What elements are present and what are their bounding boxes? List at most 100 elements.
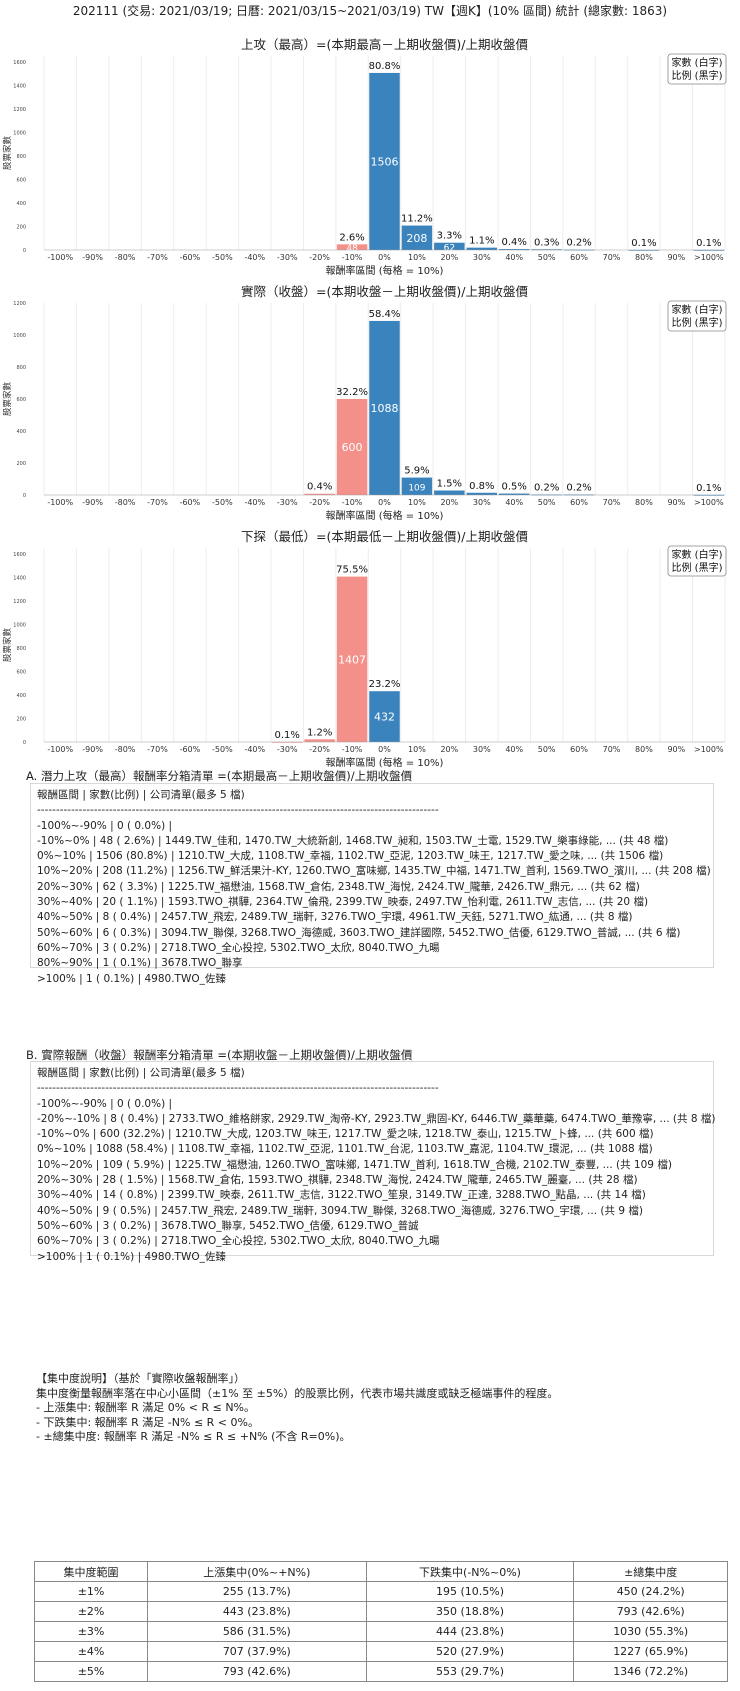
x-axis-label: 報酬率區間 (每格 = 10%): [326, 756, 444, 769]
section_a-line: -10%~0% | 48 ( 2.6%) | 1449.TW_佳和, 1470.…: [37, 834, 669, 847]
x-tick-label: -30%: [277, 745, 298, 754]
x-tick-label: 80%: [635, 745, 653, 754]
bar: [434, 490, 465, 495]
x-tick-label: 30%: [473, 253, 491, 262]
x-tick-label: -20%: [309, 745, 330, 754]
y-tick-label: 1000: [13, 333, 26, 339]
x-tick-label: 70%: [603, 498, 621, 507]
x-tick-label: 60%: [570, 745, 588, 754]
bar-count-label: 1407: [338, 653, 366, 666]
y-tick-label: 1000: [13, 622, 26, 628]
x-tick-label: 80%: [635, 498, 653, 507]
x-tick-label: 40%: [505, 745, 523, 754]
x-tick-label: -30%: [277, 498, 298, 507]
y-tick-label: 1000: [13, 130, 26, 136]
section_b-line: 20%~30% | 28 ( 1.5%) | 1568.TW_倉佑, 1593.…: [37, 1174, 638, 1187]
x-tick-label: -90%: [82, 745, 103, 754]
bar-pct-label: 5.9%: [404, 466, 429, 477]
table-header-cell: ±總集中度: [573, 1561, 728, 1582]
x-tick-label: >100%: [694, 745, 724, 754]
chart-title: 上攻（最高）=(本期最高－上期收盤價)/上期收盤價: [241, 37, 528, 52]
table-header-cell: 下跌集中(-N%~0%): [365, 1561, 575, 1582]
y-axis-label: 股票家數: [2, 382, 13, 417]
legend-box: [667, 545, 727, 577]
x-tick-label: 10%: [408, 498, 426, 507]
bar-pct-label: 58.4%: [369, 309, 401, 320]
table-cell: 450 (24.2%): [573, 1581, 728, 1602]
x-tick-label: 20%: [440, 745, 458, 754]
bar-pct-label: 0.1%: [631, 238, 656, 249]
y-tick-label: 1200: [13, 107, 26, 113]
x-tick-label: -50%: [212, 253, 233, 262]
y-tick-label: 600: [16, 669, 26, 675]
x-tick-label: -90%: [82, 498, 103, 507]
legend-box: [667, 300, 727, 332]
table-cell: ±3%: [33, 1621, 149, 1642]
section-b-heading: B. 實際報酬（收盤）報酬率分箱清單 =(本期收盤－上期收盤價)/上期收盤價: [26, 1048, 413, 1062]
x-tick-label: -70%: [147, 253, 168, 262]
concentration-note-line: 集中度衡量報酬率落在中心小區間（±1% 至 ±5%）的股票比例，代表市場共識度或…: [36, 1386, 559, 1400]
x-tick-label: 20%: [440, 253, 458, 262]
bar-pct-label: 0.4%: [502, 237, 527, 248]
x-tick-label: -100%: [47, 253, 73, 262]
x-tick-label: -70%: [147, 745, 168, 754]
bar-count-label: 1088: [371, 402, 399, 415]
y-tick-label: 0: [23, 248, 26, 254]
bar-pct-label: 23.2%: [369, 679, 401, 690]
bar-pct-label: 0.1%: [275, 730, 300, 741]
x-tick-label: 60%: [570, 498, 588, 507]
x-tick-label: 90%: [667, 253, 685, 262]
bar-pct-label: 75.5%: [336, 565, 368, 576]
section_b-line: 50%~60% | 3 ( 0.2%) | 3678.TWO_聯享, 5452.…: [37, 1219, 419, 1232]
bar-count-label: 48: [346, 244, 358, 254]
chart-high: 上攻（最高）=(本期最高－上期收盤價)/上期收盤價 0 200 400 600 800 10…: [0, 34, 740, 280]
section-a-heading: A. 潛力上攻（最高）報酬率分箱清單 =(本期最高－上期收盤價)/上期收盤價: [26, 769, 413, 783]
bar: [336, 244, 368, 250]
bar: [369, 320, 400, 495]
y-tick-label: 800: [16, 365, 26, 371]
x-tick-label: -80%: [115, 498, 136, 507]
table-header-cell: 集中度範圍: [33, 1561, 149, 1582]
x-tick-label: 10%: [408, 745, 426, 754]
page-title: 202111 (交易: 2021/03/19; 日曆: 2021/03/15~2…: [72, 4, 668, 18]
x-tick-label: >100%: [694, 253, 724, 262]
table-cell: 520 (27.9%): [365, 1641, 575, 1662]
y-tick-label: 600: [16, 177, 26, 183]
x-tick-label: -20%: [309, 498, 330, 507]
x-tick-label: 70%: [603, 253, 621, 262]
y-tick-label: 400: [16, 693, 26, 699]
section_b-line: 60%~70% | 3 ( 0.2%) | 2718.TWO_全心投控, 530…: [37, 1235, 440, 1248]
bar-pct-label: 0.3%: [534, 237, 559, 248]
x-tick-label: -70%: [147, 498, 168, 507]
x-tick-label: -10%: [342, 498, 363, 507]
x-tick-label: -60%: [180, 253, 201, 262]
x-tick-label: 70%: [603, 745, 621, 754]
bar-pct-label: 1.2%: [307, 727, 332, 738]
x-tick-label: 0%: [378, 498, 391, 507]
concentration-notes: 【集中度說明】（基於「實際收盤報酬率」） 集中度衡量報酬率落在中心小區間（±1% …: [36, 1372, 558, 1445]
x-tick-label: 40%: [505, 498, 523, 507]
table-row: ±5% 793 (42.6%) 553 (29.7%) 1346 (72.2%): [33, 1661, 728, 1682]
bar-count-label: 1506: [371, 155, 399, 168]
bar: [304, 739, 335, 742]
bar-count-label: 432: [374, 711, 395, 724]
x-tick-label: -100%: [47, 745, 73, 754]
section_b-line: 30%~40% | 14 ( 0.8%) | 2399.TW_映泰, 2611.…: [37, 1189, 646, 1202]
y-tick-label: 1200: [13, 301, 26, 307]
x-tick-label: 90%: [667, 498, 685, 507]
section_a-line: 50%~60% | 6 ( 0.3%) | 3094.TW_聯傑, 3268.T…: [37, 926, 681, 939]
table-cell: 586 (31.5%): [147, 1621, 367, 1642]
section_b-line: -10%~0% | 600 (32.2%) | 1210.TW_大成, 1203…: [37, 1128, 654, 1141]
x-tick-label: 60%: [570, 253, 588, 262]
table-cell: 1227 (65.9%): [573, 1641, 728, 1662]
section_b-line: >100% | 1 ( 0.1%) | 4980.TWO_佐臻: [37, 1250, 226, 1263]
y-tick-label: 600: [16, 397, 26, 403]
x-tick-label: 50%: [538, 745, 556, 754]
y-tick-label: 1600: [13, 552, 26, 558]
y-axis-label: 股票家數: [2, 628, 13, 663]
table-header-cell: 上漲集中(0%~+N%): [147, 1561, 367, 1582]
legend: 家數 (白字)比例 (黑字): [667, 545, 727, 577]
x-tick-label: 40%: [505, 253, 523, 262]
y-tick-label: 800: [16, 154, 26, 160]
table-cell: 444 (23.8%): [365, 1621, 575, 1642]
